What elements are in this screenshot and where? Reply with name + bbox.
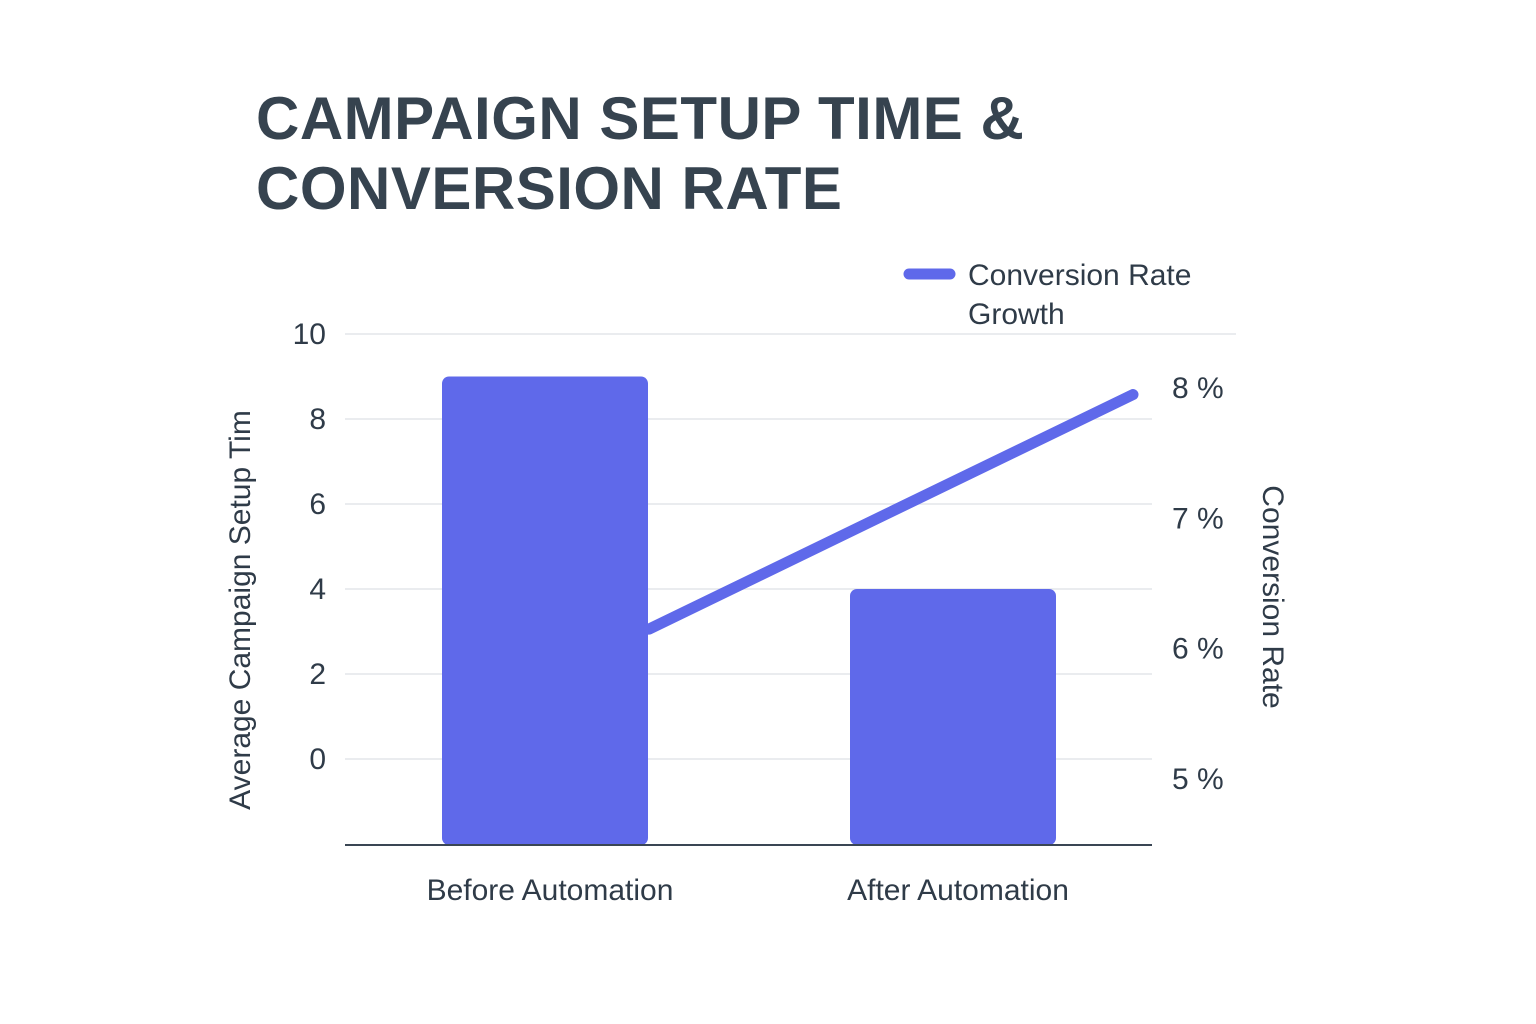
y-left-tick-label: 6 <box>309 488 326 521</box>
y-left-tick-label: 2 <box>309 658 326 691</box>
bars <box>442 376 1056 845</box>
chart-title: CAMPAIGN SETUP TIME & CONVERSION RATE <box>256 84 1024 224</box>
y-right-tick-label: 8 % <box>1172 372 1224 405</box>
line-series <box>643 389 1139 635</box>
y-left-tick-label: 4 <box>309 573 326 606</box>
y-left-tick-label: 10 <box>293 318 326 351</box>
legend: Conversion Rate Growth <box>903 259 1191 331</box>
y-right-tick-label: 5 % <box>1172 763 1224 796</box>
y-right-tick-label: 7 % <box>1172 502 1224 535</box>
bar-1 <box>442 376 648 845</box>
y-left-tick-label: 0 <box>309 743 326 776</box>
legend-label-line-2: Growth <box>968 298 1065 331</box>
y-right-tick-label: 6 % <box>1172 633 1224 666</box>
chart-title-line-1: CAMPAIGN SETUP TIME & <box>256 85 1025 152</box>
bar-2 <box>850 589 1056 845</box>
y-axis-left-ticks: 0 2 4 6 8 10 <box>293 318 326 776</box>
x-category-label: After Automation <box>847 874 1069 907</box>
y-left-tick-label: 8 <box>309 403 326 436</box>
legend-label-line-1: Conversion Rate <box>968 259 1191 292</box>
y-axis-right-title: Conversion Rate <box>1256 485 1289 708</box>
y-axis-left-title: Average Campaign Setup Tim <box>224 410 257 810</box>
y-axis-right-ticks: 5 % 6 % 7 % 8 % <box>1172 372 1224 796</box>
conversion-rate-line <box>643 389 1139 635</box>
chart-title-line-2: CONVERSION RATE <box>256 155 843 222</box>
x-category-label: Before Automation <box>427 874 674 907</box>
x-axis-categories: Before Automation After Automation <box>427 874 1069 907</box>
